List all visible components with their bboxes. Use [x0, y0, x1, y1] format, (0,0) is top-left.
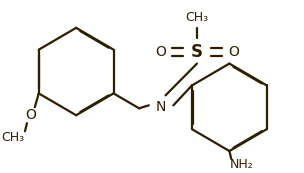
Text: O: O [26, 108, 36, 122]
Text: NH₂: NH₂ [229, 158, 253, 171]
Text: CH₃: CH₃ [2, 131, 25, 144]
Text: CH₃: CH₃ [185, 11, 209, 24]
Text: N: N [155, 100, 166, 114]
Text: O: O [228, 45, 239, 59]
Text: O: O [155, 45, 166, 59]
Text: S: S [191, 43, 203, 61]
